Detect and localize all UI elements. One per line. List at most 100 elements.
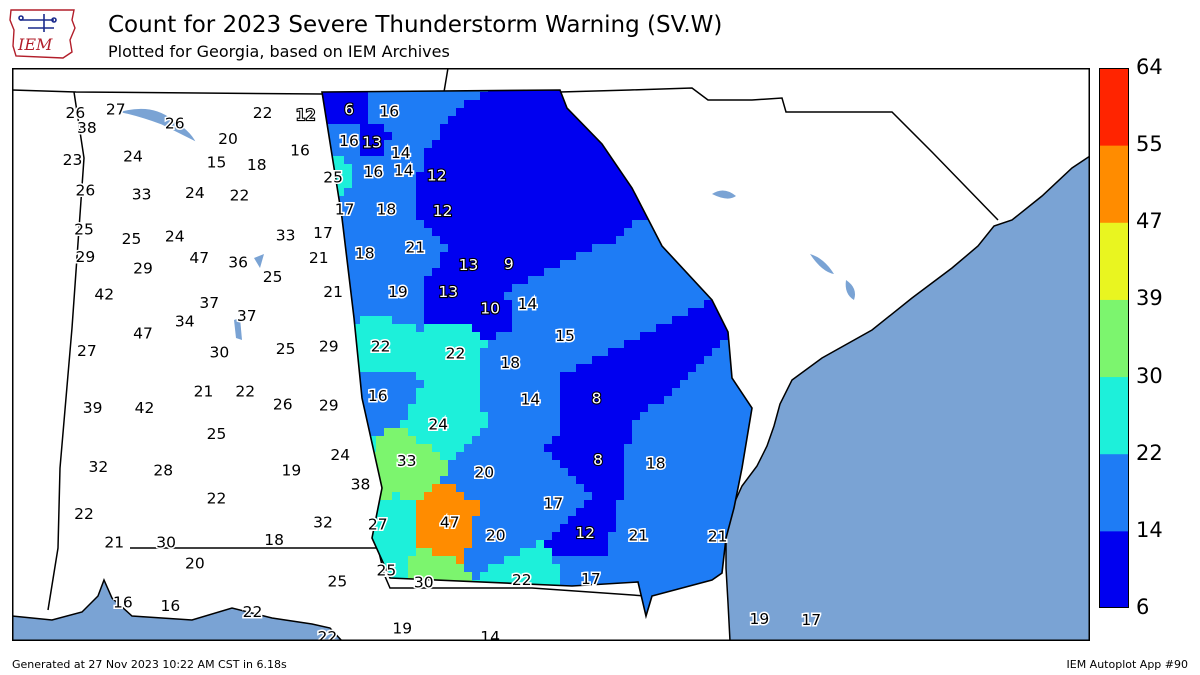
logo-text: IEM	[17, 35, 53, 54]
colorbar-tick-label: 47	[1136, 209, 1163, 234]
atlantic-ocean	[725, 155, 1090, 641]
county-count-label: 18	[646, 454, 666, 472]
county-count-label: 16	[368, 387, 388, 405]
county-count-label: 47	[440, 513, 460, 531]
county-count-label: 21	[405, 238, 425, 256]
county-count-label: 22	[512, 571, 532, 589]
lake-6	[234, 318, 242, 340]
county-count-label: 22	[230, 186, 250, 204]
county-count-label: 24	[330, 446, 350, 464]
georgia-outline	[321, 89, 753, 620]
map-frame	[12, 68, 1090, 641]
county-count-label: 22	[253, 104, 273, 122]
county-count-label: 33	[276, 227, 296, 245]
county-count-label: 25	[207, 425, 227, 443]
county-count-label: 19	[392, 620, 412, 638]
county-count-label: 18	[247, 156, 267, 174]
county-count-label: 18	[264, 531, 284, 549]
county-count-label: 30	[414, 574, 434, 592]
county-count-label: 13	[459, 256, 479, 274]
county-count-label: 22	[207, 490, 227, 508]
county-count-label: 29	[76, 248, 96, 266]
county-count-label: 29	[319, 338, 339, 356]
county-count-label: 14	[521, 391, 541, 409]
county-count-label: 22	[371, 338, 391, 356]
colorbar-bin	[1099, 299, 1129, 378]
colorbar-bin	[1099, 376, 1129, 455]
county-count-label: 26	[76, 182, 96, 200]
county-count-label: 36	[228, 254, 248, 272]
lake-1	[121, 108, 196, 142]
iowa-outline-icon	[9, 9, 76, 59]
county-count-label: 29	[133, 260, 153, 278]
county-count-label: 8	[593, 451, 603, 469]
county-count-label: 20	[486, 526, 506, 544]
colorbar-bin	[1099, 222, 1129, 300]
county-count-label: 17	[581, 570, 601, 588]
county-count-label: 16	[161, 597, 181, 615]
county-count-label: 47	[189, 249, 209, 267]
county-count-label: 14	[391, 144, 411, 162]
county-count-label: 12	[296, 106, 316, 124]
county-count-label: 24	[165, 228, 185, 246]
county-count-label: 21	[708, 528, 728, 546]
county-count-label: 30	[156, 533, 176, 551]
colorbar-bin	[1099, 530, 1129, 608]
county-count-label: 26	[165, 115, 185, 133]
county-count-label: 16	[379, 103, 399, 121]
county-count-label: 25	[263, 268, 283, 286]
county-count-label: 19	[750, 610, 770, 628]
lake-5	[254, 254, 264, 268]
county-count-label: 17	[313, 224, 333, 242]
county-count-label: 21	[104, 533, 124, 551]
county-count-label: 13	[438, 283, 458, 301]
generated-timestamp: Generated at 27 Nov 2023 10:22 AM CST in…	[12, 658, 287, 671]
county-count-label: 10	[480, 300, 500, 318]
county-count-label: 21	[323, 283, 343, 301]
county-count-label: 21	[194, 382, 214, 400]
county-count-label: 26	[66, 104, 86, 122]
county-count-label: 33	[132, 185, 152, 203]
colorbar-tick-label: 14	[1136, 517, 1163, 542]
county-count-label: 22	[243, 603, 263, 621]
county-count-label: 42	[135, 399, 155, 417]
county-count-label: 19	[388, 283, 408, 301]
county-count-label: 27	[106, 100, 126, 118]
county-count-label: 26	[273, 395, 293, 413]
county-count-label: 9	[504, 255, 514, 273]
colorbar-tick-label: 22	[1136, 440, 1163, 465]
county-count-label: 14	[518, 295, 538, 313]
county-count-label: 22	[235, 382, 255, 400]
county-count-label: 38	[351, 476, 371, 494]
county-count-label: 13	[362, 133, 382, 151]
county-count-label: 14	[480, 628, 500, 641]
county-count-label: 16	[290, 142, 310, 160]
county-count-label: 25	[74, 221, 94, 239]
county-count-label: 12	[433, 202, 453, 220]
county-count-label: 17	[801, 611, 821, 629]
county-count-label: 12	[427, 166, 447, 184]
county-count-label: 21	[309, 249, 329, 267]
county-count-label: 15	[555, 327, 575, 345]
app-credit: IEM Autoplot App #90	[1066, 658, 1189, 671]
county-count-label: 30	[210, 343, 230, 361]
colorbar-tick-label: 30	[1136, 363, 1163, 388]
county-count-label: 20	[185, 555, 205, 573]
county-count-label: 22	[318, 628, 338, 641]
colorbar-tick-label: 6	[1136, 595, 1150, 619]
county-count-label: 22	[446, 345, 466, 363]
colorbar	[1099, 68, 1129, 608]
county-count-label: 28	[153, 461, 173, 479]
colorbar-tick-label: 64	[1136, 55, 1163, 79]
map-subtitle: Plotted for Georgia, based on IEM Archiv…	[108, 42, 450, 61]
county-count-label: 14	[394, 162, 414, 180]
county-count-label: 32	[89, 458, 109, 476]
county-count-label: 39	[83, 399, 103, 417]
county-count-label: 19	[282, 461, 302, 479]
gulf-of-mexico	[12, 578, 344, 641]
county-count-label: 24	[185, 184, 205, 202]
colorbar-tick-label: 39	[1136, 286, 1163, 311]
county-count-label: 47	[133, 325, 153, 343]
county-count-label: 37	[237, 307, 257, 325]
